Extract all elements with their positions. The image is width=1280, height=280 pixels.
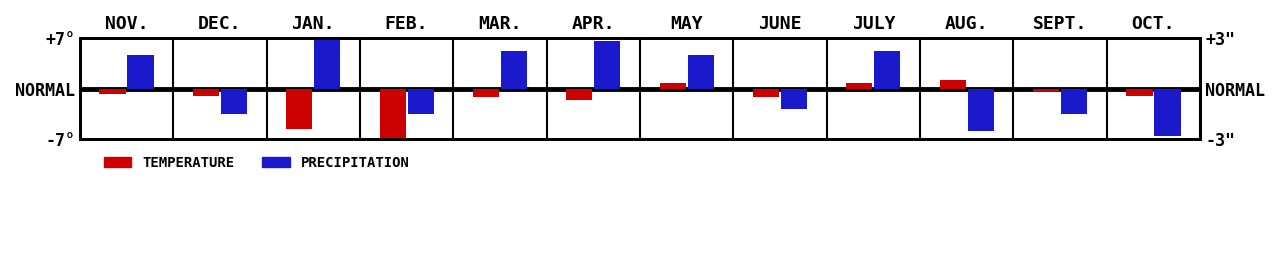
Bar: [221, 89, 247, 114]
Bar: [566, 89, 593, 99]
Bar: [1061, 89, 1087, 114]
Bar: [1033, 89, 1059, 92]
Bar: [314, 0, 340, 89]
Bar: [1155, 89, 1180, 136]
Legend: TEMPERATURE, PRECIPITATION: TEMPERATURE, PRECIPITATION: [99, 150, 416, 175]
Bar: [380, 89, 406, 139]
Bar: [874, 52, 900, 89]
Bar: [687, 55, 714, 89]
Bar: [407, 89, 434, 114]
Bar: [753, 89, 780, 97]
Bar: [940, 80, 966, 89]
Bar: [846, 83, 873, 89]
Bar: [659, 83, 686, 89]
Bar: [472, 89, 499, 97]
Bar: [193, 89, 219, 96]
Bar: [100, 89, 125, 94]
Bar: [287, 89, 312, 129]
Bar: [781, 89, 808, 109]
Bar: [500, 52, 527, 89]
Bar: [594, 41, 621, 89]
Bar: [1126, 89, 1152, 96]
Bar: [968, 89, 993, 131]
Bar: [128, 55, 154, 89]
